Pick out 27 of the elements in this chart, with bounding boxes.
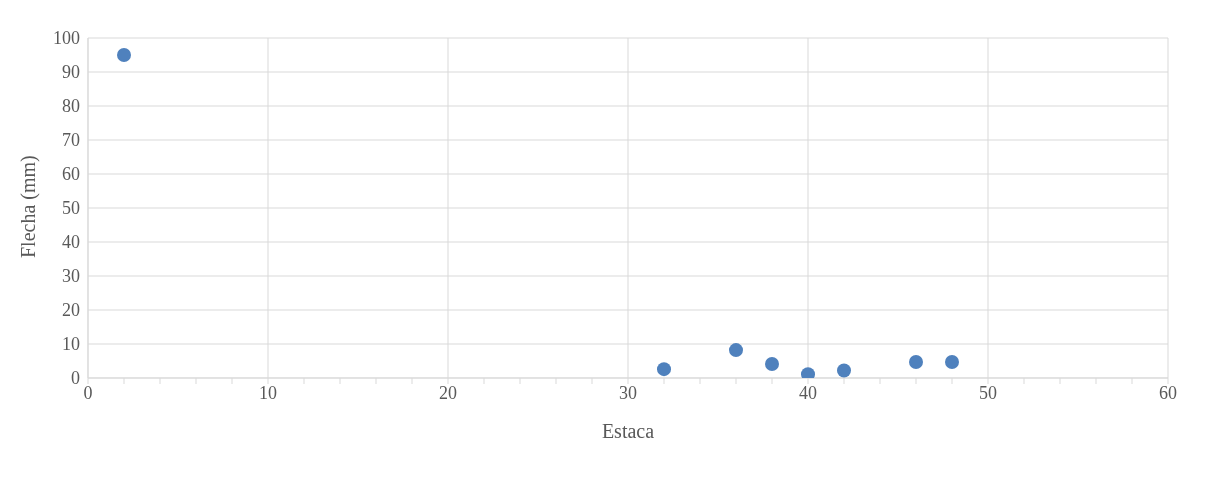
x-axis-title: Estaca — [601, 420, 655, 442]
y-tick-label: 80 — [62, 96, 80, 117]
x-tick-label: 50 — [979, 382, 997, 403]
y-tick-label: 0 — [71, 368, 80, 389]
point — [117, 48, 131, 62]
x-tick-label: 0 — [83, 382, 93, 403]
y-tick-label: 30 — [62, 266, 80, 287]
y-tick-label: 40 — [62, 232, 80, 253]
y-tick-label: 70 — [62, 130, 80, 151]
x-tick-label: 10 — [259, 382, 277, 403]
point — [765, 357, 779, 372]
y-tick-label: 100 — [53, 28, 80, 49]
y-tick-label: 20 — [62, 300, 80, 321]
y-tick-label: 50 — [62, 198, 80, 219]
x-tick-label: 60 — [1159, 382, 1177, 403]
x-tick-label: 40 — [799, 382, 817, 403]
y-tick-label: 60 — [62, 164, 80, 185]
point — [945, 355, 959, 370]
point — [657, 362, 671, 377]
point — [909, 355, 923, 370]
y-axis-title: Flecha (mm) — [17, 155, 41, 258]
x-tick-label: 20 — [439, 382, 457, 403]
x-tick-label: 30 — [619, 382, 637, 403]
point — [837, 363, 851, 378]
y-tick-label: 10 — [62, 334, 80, 355]
y-tick-label: 90 — [62, 62, 80, 83]
point — [729, 343, 743, 358]
